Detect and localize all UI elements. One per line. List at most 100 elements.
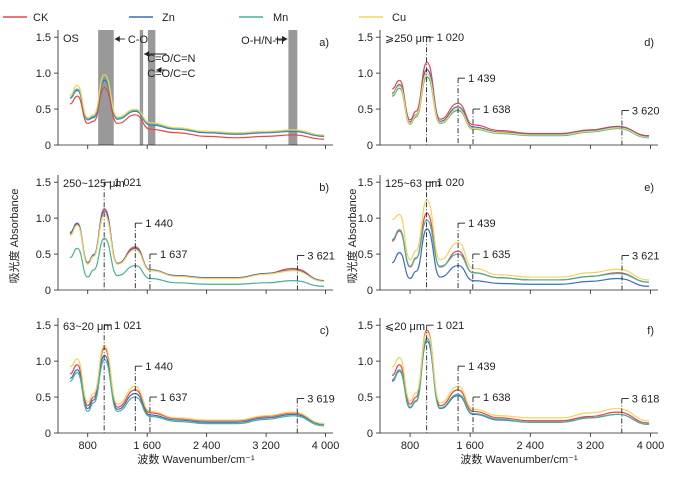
ytick-label: 0.5 xyxy=(36,392,51,404)
band-4 xyxy=(288,30,298,145)
band-label-co: C-O xyxy=(128,34,149,46)
ytick-label: 0 xyxy=(45,140,51,152)
panel-title: 250~125 μm xyxy=(63,178,125,190)
legend-item-mn: Mn xyxy=(239,12,288,24)
series-zn xyxy=(391,340,649,425)
legend-label-ck: CK xyxy=(33,12,49,24)
band-arrow-cc-head xyxy=(156,67,162,73)
peak-label: 1 021 xyxy=(437,320,465,332)
xtick-label: 3 200 xyxy=(577,440,605,452)
xtick-label: 2 400 xyxy=(193,440,221,452)
series-cu xyxy=(69,213,325,282)
panel-b: 0 0.5 1.0 1.5 1 021 1 440 1 637 3 621 250~125 μm… xyxy=(36,175,335,297)
ytick-label: 1.5 xyxy=(358,177,373,189)
legend-item-zn: Zn xyxy=(129,12,175,24)
xtick-label: 800 xyxy=(401,440,419,452)
peak-label: 1 638 xyxy=(483,104,511,116)
xtick-label: 2 400 xyxy=(517,440,545,452)
ytick-label: 0.5 xyxy=(36,249,51,261)
band-arrow-oh-head xyxy=(282,36,288,42)
series-mn xyxy=(69,359,325,427)
ytick-label: 0 xyxy=(367,285,373,297)
series-cu xyxy=(69,73,325,136)
peak-label: 1 635 xyxy=(483,249,511,261)
peak-label: 1 638 xyxy=(483,392,511,404)
ytick-label: 0.5 xyxy=(36,104,51,116)
panel-title: 125~63 μm xyxy=(385,178,441,190)
ytick-label: 1.5 xyxy=(36,177,51,189)
ytick-label: 1.0 xyxy=(36,68,51,80)
peak-label: 1 021 xyxy=(114,320,142,332)
band-label-cn: C=O/C=N xyxy=(147,53,195,65)
band-2 xyxy=(139,30,144,145)
peak-label: 1 439 xyxy=(468,218,496,230)
panel-f: 0 0.5 1.0 1.5 800 1 600 2 400 3 200 4 000 1 021 1 … xyxy=(358,318,665,452)
series-ck xyxy=(391,329,649,424)
ytick-label: 1.0 xyxy=(358,68,373,80)
panel-e: 0 0.5 1.0 1.5 1 020 1 439 1 635 3 621 125~63 μm e… xyxy=(358,175,660,297)
panels: 00.51.01.5 OS a)C-OC=O/C=NC=O/C=CO-H/N-H00… xyxy=(36,30,665,452)
series-zn xyxy=(69,354,325,425)
xtick-label: 4 000 xyxy=(637,440,665,452)
ytick-label: 1.0 xyxy=(358,213,373,225)
panel-title: 63~20 μm xyxy=(63,321,112,333)
ytick-label: 1.5 xyxy=(36,32,51,44)
panel-letter: f) xyxy=(647,325,654,337)
peak-label: 1 439 xyxy=(468,73,496,85)
xtick-label: 3 200 xyxy=(252,440,280,452)
series-mn xyxy=(391,337,649,425)
panel-letter: c) xyxy=(320,325,329,337)
ylabel-right: 吸光度 Absorbance xyxy=(345,189,359,284)
legend-label-mn: Mn xyxy=(273,12,288,24)
band-label-oh: O-H/N-H xyxy=(241,35,284,47)
ytick-label: 1.5 xyxy=(358,32,373,44)
panel-letter: e) xyxy=(644,182,654,194)
xlabel-right: 波数 Wavenumber/cm⁻¹ xyxy=(460,453,578,466)
series-mn xyxy=(69,77,325,137)
panel-title: ⩽20 μm xyxy=(385,321,425,333)
ytick-label: 1.0 xyxy=(36,213,51,225)
legend-item-cu: Cu xyxy=(359,12,406,24)
series-ck xyxy=(391,61,649,137)
band-arrow-cn-head xyxy=(144,51,150,57)
ytick-label: 1.0 xyxy=(358,356,373,368)
panel-title: OS xyxy=(63,33,79,45)
series-ck xyxy=(69,347,325,425)
peak-label: 1 637 xyxy=(160,249,188,261)
panel-letter: b) xyxy=(319,182,329,194)
ytick-label: 0 xyxy=(367,428,373,440)
series-cu xyxy=(391,199,649,281)
legend-label-zn: Zn xyxy=(162,12,175,24)
xtick-label: 1 600 xyxy=(133,440,161,452)
band-3 xyxy=(147,30,156,145)
panel-c: 0 0.5 1.0 1.5 800 1 600 2 400 3 200 4 000 1 021 1 … xyxy=(36,318,340,452)
xtick-label: 800 xyxy=(79,440,97,452)
series-ck xyxy=(391,212,649,283)
peak-label: 1 020 xyxy=(437,32,465,44)
ytick-label: 1.5 xyxy=(358,320,373,332)
series-cu xyxy=(391,331,649,422)
ytick-label: 0.5 xyxy=(358,249,373,261)
panel-letter: a) xyxy=(319,37,329,49)
series-mn xyxy=(69,237,325,288)
ytick-label: 0 xyxy=(45,428,51,440)
peak-label: 3 621 xyxy=(632,251,660,263)
ytick-label: 1.0 xyxy=(36,356,51,368)
peak-label: 3 620 xyxy=(632,106,660,118)
peak-label: 1 440 xyxy=(145,218,173,230)
ytick-label: 0 xyxy=(367,140,373,152)
peak-label: 1 440 xyxy=(145,361,173,373)
xtick-label: 1 600 xyxy=(456,440,484,452)
peak-label: 1 637 xyxy=(160,392,188,404)
panel-title: ⩾250 μm xyxy=(385,33,431,45)
ytick-label: 0.5 xyxy=(358,392,373,404)
peak-label: 1 439 xyxy=(468,361,496,373)
legend-item-ck: CK xyxy=(3,12,49,24)
band-label-cc: C=O/C=C xyxy=(147,68,195,80)
ytick-label: 0.5 xyxy=(358,104,373,116)
series-zn xyxy=(391,68,649,137)
ytick-label: 1.5 xyxy=(36,320,51,332)
band-arrow-co-head xyxy=(114,36,120,42)
xtick-label: 4 000 xyxy=(312,440,340,452)
